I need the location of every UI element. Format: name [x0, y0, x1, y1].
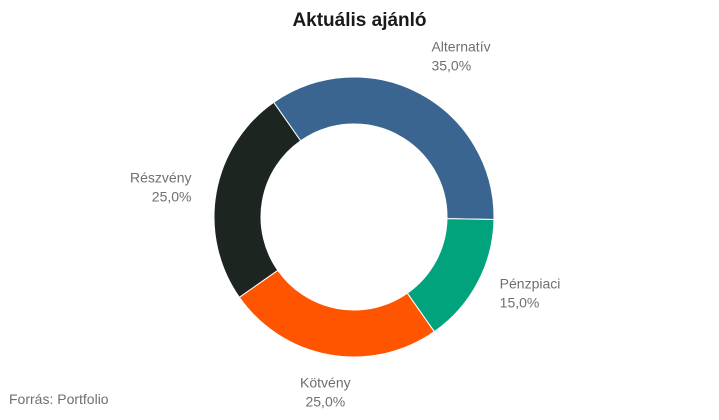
slice-alternatív[interactable] [273, 76, 495, 220]
slice-label-pénzpiaci: Pénzpiaci 15,0% [500, 275, 561, 310]
slice-kötvény[interactable] [238, 269, 435, 358]
slice-label-kötvény: Kötvény 25,0% [300, 374, 351, 409]
chart-title: Aktuális ajánló [292, 10, 427, 31]
source-note: Forrás: Portfolio [9, 391, 109, 407]
slice-label-részvény: Részvény 25,0% [130, 169, 191, 204]
slice-label-alternatív: Alternatív 35,0% [431, 38, 490, 73]
slice-részvény[interactable] [213, 101, 302, 298]
